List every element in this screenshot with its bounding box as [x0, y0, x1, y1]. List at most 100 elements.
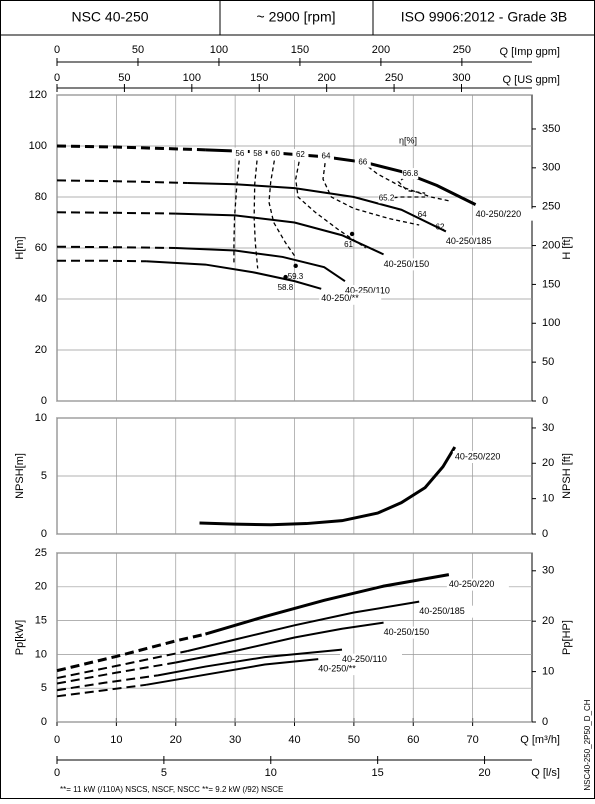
- curve-dashed: [56, 683, 147, 698]
- y-tick-label: 60: [35, 242, 47, 254]
- q-tick-label: 5: [161, 767, 167, 779]
- efficiency-label: 56: [235, 149, 244, 158]
- y-tick-label: 10: [35, 412, 47, 424]
- y2-tick-label: 350: [542, 123, 560, 135]
- y-tick-label: 0: [41, 716, 47, 728]
- q-tick-label: 0: [54, 767, 60, 779]
- q-tick-label: 0: [54, 734, 60, 746]
- curve: [146, 260, 322, 290]
- curve-label: 40-250/110: [342, 654, 387, 664]
- efficiency-label-bg: [267, 147, 284, 159]
- efficiency-line: [322, 156, 420, 226]
- y2-tick-label: 20: [542, 457, 554, 469]
- q-axis-title: Q [m³/h]: [520, 734, 560, 746]
- curve-label: 40-250/220: [449, 579, 495, 589]
- efficiency-point: [293, 263, 298, 269]
- curve-label: 40-250/**: [321, 293, 359, 303]
- curve-label: 40-250/**: [318, 664, 356, 674]
- curve-dashed: [56, 632, 206, 673]
- curve: [175, 621, 384, 664]
- curve-dashed: [56, 650, 188, 680]
- y2-tick-label: 150: [542, 278, 560, 290]
- y-tick-label: 5: [41, 682, 47, 694]
- q-tick-label: 40: [288, 734, 300, 746]
- curve-label-bg: [473, 208, 536, 221]
- curve-label: 40-250/220: [476, 209, 522, 219]
- q-tick-label: 10: [265, 767, 277, 779]
- efficiency-line: [295, 154, 367, 249]
- q-axis-title: Q [US gpm]: [503, 74, 560, 86]
- y2-tick-label: 50: [542, 356, 554, 368]
- y-tick-label: 0: [41, 395, 47, 407]
- q-tick-label: 20: [478, 767, 490, 779]
- curve-label: 40-250/150: [384, 627, 430, 637]
- y-axis-title: Pp[kW]: [14, 620, 26, 655]
- efficiency-label-bg: [231, 147, 248, 159]
- curve-dashed: [56, 144, 206, 152]
- y2-tick-label: 100: [542, 317, 560, 329]
- y-tick-label: 80: [35, 191, 47, 203]
- curve-dashed: [57, 259, 147, 263]
- y-tick-label: 15: [35, 615, 47, 627]
- curve: [187, 600, 420, 652]
- y-axis-title: NPSH[m]: [14, 453, 26, 499]
- efficiency-label: 64: [418, 210, 427, 219]
- q-tick-label: 200: [372, 44, 390, 56]
- curve-label-bg: [446, 578, 509, 591]
- y-tick-label: 120: [29, 89, 47, 101]
- q-tick-label: 50: [118, 72, 130, 84]
- y-axis-title: H[m]: [14, 236, 26, 259]
- y2-tick-label: 200: [542, 239, 560, 251]
- curve-dashed: [56, 179, 188, 184]
- q-axis-title: Q [l/s]: [531, 767, 560, 779]
- efficiency-point: [283, 274, 288, 280]
- y2-tick-label: 0: [542, 395, 548, 407]
- q-tick-label: 10: [110, 734, 122, 746]
- efficiency-label-bg: [292, 148, 309, 160]
- y-tick-label: 20: [35, 581, 47, 593]
- curve-label: 40-250/185: [419, 606, 465, 616]
- model: NSC 40-250: [71, 9, 148, 25]
- curve-label-bg: [452, 451, 515, 463]
- q-tick-label: 20: [170, 734, 182, 746]
- q-tick-label: 50: [348, 734, 360, 746]
- speed: ~ 2900 [rpm]: [257, 9, 336, 25]
- curve: [187, 181, 447, 233]
- efficiency-label: 62: [296, 150, 305, 159]
- y2-tick-label: 300: [542, 162, 560, 174]
- y2-tick-label: 0: [542, 716, 548, 728]
- efficiency-label: 66.8: [402, 169, 418, 178]
- curve-label-bg: [319, 292, 382, 305]
- q-tick-label: 200: [317, 72, 335, 84]
- q-tick-label: 15: [372, 767, 384, 779]
- efficiency-label-bg: [378, 192, 395, 204]
- side-code: NSC40-250_2P50_D_CH: [583, 699, 592, 790]
- curve-label-bg: [381, 258, 444, 271]
- efficiency-line: [268, 153, 296, 257]
- y2-tick-label: 250: [542, 201, 560, 213]
- efficiency-line: [253, 153, 259, 269]
- y2-tick-label: 20: [542, 615, 554, 627]
- q-axis-title: Q [Imp gpm]: [499, 46, 560, 58]
- efficiency-label: 60: [271, 149, 280, 158]
- y2-tick-label: 0: [542, 528, 548, 540]
- curve: [175, 247, 346, 282]
- efficiency-label: 59.3: [288, 272, 304, 281]
- efficiency-line: [386, 196, 426, 199]
- y2-tick-label: 30: [542, 422, 554, 434]
- efficiency-label: 61: [344, 240, 353, 249]
- efficiency-label-bg: [317, 150, 334, 162]
- curve-label: 40-250/110: [345, 286, 390, 296]
- efficiency-label: 58.8: [278, 283, 294, 292]
- curve: [157, 648, 343, 677]
- curve-dashed: [56, 211, 176, 215]
- y2-tick-label: 30: [542, 565, 554, 577]
- y-tick-label: 40: [35, 293, 47, 305]
- q-tick-label: 300: [452, 72, 470, 84]
- efficiency-label: 58: [253, 149, 262, 158]
- efficiency-line: [362, 162, 450, 202]
- curve-dashed: [56, 661, 176, 685]
- curve-dashed: [56, 674, 159, 692]
- efficiency-label-bg: [354, 156, 371, 168]
